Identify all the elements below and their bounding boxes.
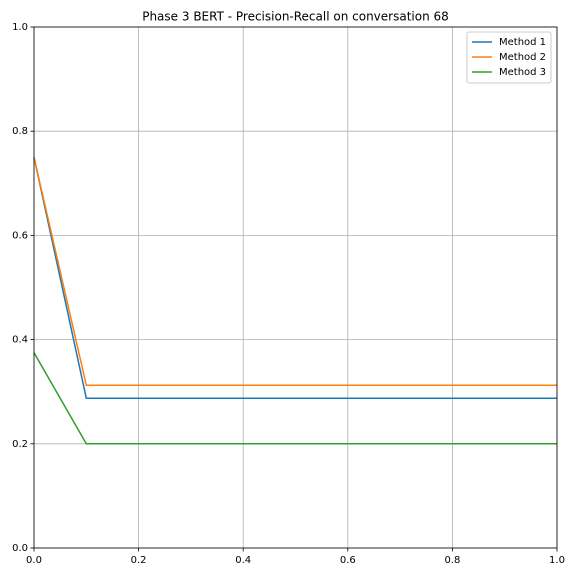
- chart-title: Phase 3 BERT - Precision-Recall on conve…: [142, 10, 449, 24]
- y-tick-label: 0.8: [12, 126, 28, 137]
- y-tick-label: 0.0: [12, 543, 28, 554]
- x-tick-label: 1.0: [549, 555, 565, 566]
- line-series: [33, 157, 557, 386]
- y-tick-label: 0.2: [12, 439, 28, 450]
- x-tick-label: 0.0: [26, 555, 42, 566]
- legend-label: Method 3: [499, 67, 546, 78]
- legend-label: Method 2: [499, 52, 546, 63]
- y-tick-label: 0.6: [12, 230, 28, 241]
- y-tick-label: 1.0: [12, 22, 28, 33]
- legend-label: Method 1: [499, 37, 546, 48]
- x-tick-label: 0.8: [444, 555, 460, 566]
- x-tick-label: 0.4: [235, 555, 251, 566]
- x-tick-label: 0.6: [340, 555, 356, 566]
- x-tick-label: 0.2: [131, 555, 147, 566]
- y-tick-label: 0.4: [12, 335, 28, 346]
- line-series: [33, 352, 557, 445]
- plot-frame: [33, 26, 558, 549]
- line-series: [33, 157, 557, 399]
- legend-box: [466, 31, 552, 84]
